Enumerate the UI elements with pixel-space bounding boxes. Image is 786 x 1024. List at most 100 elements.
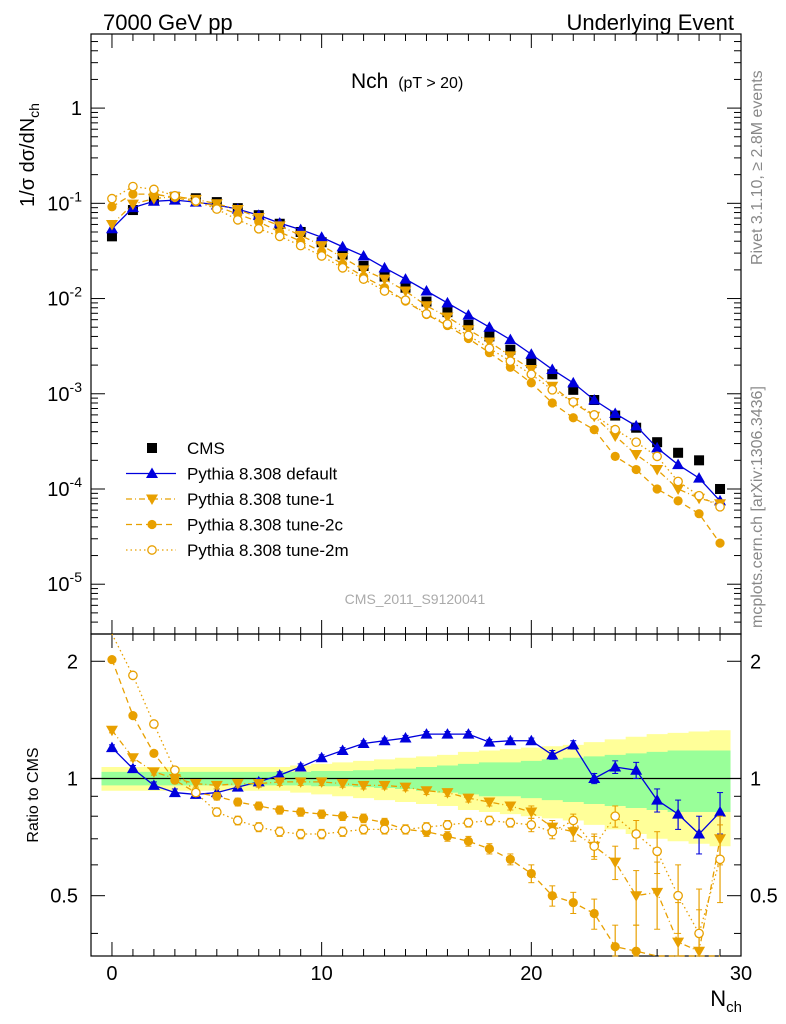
ratio-y-tick-label-right: 0.5 bbox=[750, 886, 778, 908]
data-point-tune2m bbox=[232, 215, 243, 225]
legend-label: CMS bbox=[187, 439, 225, 458]
data-point-tune2m bbox=[128, 181, 138, 192]
ratio-y-tick-label: 1 bbox=[67, 768, 78, 790]
ratio-point-default bbox=[336, 744, 349, 755]
ratio-point-default bbox=[315, 751, 328, 763]
y-tick-label-exp: -1 bbox=[70, 188, 83, 204]
x-tick-label: 0 bbox=[106, 963, 117, 985]
data-point-tune2m bbox=[715, 501, 725, 512]
data-point-cms bbox=[547, 369, 558, 380]
data-point-tune2m bbox=[694, 490, 704, 501]
header-left: 7000 GeV pp bbox=[103, 10, 233, 35]
ratio-point-tune2m bbox=[190, 787, 201, 798]
ratio-point-tune1 bbox=[105, 725, 118, 737]
ratio-point-tune2m bbox=[379, 824, 390, 835]
data-point-tune2m bbox=[316, 251, 327, 261]
ratio-point-default bbox=[420, 728, 433, 739]
ratio-point-default bbox=[651, 794, 664, 805]
ratio-point-default bbox=[273, 769, 286, 780]
data-point-default bbox=[651, 441, 664, 453]
data-point-tune2c bbox=[715, 538, 725, 548]
data-point-default bbox=[588, 394, 601, 405]
main-ylabel-sub: ch bbox=[26, 103, 42, 118]
ratio-point-default bbox=[525, 734, 538, 746]
ratio-y-tick-label: 2 bbox=[67, 651, 78, 673]
data-point-tune1 bbox=[273, 221, 286, 232]
data-point-tune2m bbox=[610, 424, 621, 435]
data-point-default bbox=[483, 321, 496, 332]
data-point-tune2c bbox=[547, 398, 557, 408]
legend-label: Pythia 8.308 default bbox=[187, 465, 338, 484]
data-point-cms bbox=[526, 358, 537, 369]
legend-marker bbox=[147, 545, 157, 555]
ratio-point-tune1 bbox=[525, 807, 538, 819]
ratio-point-tune2c bbox=[128, 711, 138, 721]
legend-marker bbox=[146, 467, 158, 478]
ratio-point-tune1 bbox=[672, 937, 685, 949]
legend-item-cms: CMS bbox=[147, 439, 225, 458]
ratio-point-tune2m bbox=[652, 846, 662, 857]
x-tick-label: 30 bbox=[730, 963, 752, 985]
y-tick-label: 10-3 bbox=[47, 379, 82, 406]
data-point-tune1 bbox=[672, 484, 685, 495]
data-point-default bbox=[315, 231, 328, 242]
data-point-tune2m bbox=[107, 193, 117, 204]
ratio-point-tune2m bbox=[589, 841, 600, 852]
ratio-point-tune2m bbox=[673, 890, 683, 901]
ratio-point-tune2c bbox=[212, 791, 222, 801]
ratio-point-tune2c bbox=[484, 844, 494, 854]
ratio-point-tune1 bbox=[609, 857, 622, 869]
main-axis-ticks: 10-5 10-4 10-3 10-2 10-1 1 bbox=[47, 33, 742, 635]
data-point-tune2m bbox=[358, 274, 369, 284]
data-point-default bbox=[693, 472, 706, 483]
data-point-tune1 bbox=[630, 450, 643, 461]
legend-item-tune1: Pythia 8.308 tune-1 bbox=[126, 490, 334, 509]
data-point-tune2m bbox=[421, 309, 432, 319]
ratio-point-tune1 bbox=[231, 779, 244, 790]
data-point-cms bbox=[715, 483, 726, 494]
plot-title-main: Nch bbox=[351, 70, 388, 93]
ratio-point-tune2m bbox=[400, 824, 411, 835]
ratio-point-tune1 bbox=[504, 801, 517, 812]
data-point-default bbox=[462, 309, 475, 320]
ratio-point-default bbox=[378, 734, 391, 746]
ratio-point-tune1 bbox=[252, 779, 265, 790]
ratio-point-tune2c bbox=[233, 797, 243, 807]
ratio-point-default bbox=[672, 808, 685, 819]
band-inner bbox=[101, 750, 731, 813]
ratio-point-default bbox=[462, 728, 475, 739]
ratio-point-tune1 bbox=[567, 827, 580, 838]
data-point-tune2c bbox=[673, 496, 683, 506]
data-point-tune2c bbox=[610, 451, 620, 461]
ratio-point-default bbox=[168, 786, 181, 798]
legend-label: Pythia 8.308 tune-1 bbox=[187, 490, 334, 509]
ratio-point-tune2m bbox=[149, 719, 159, 729]
data-point-tune1 bbox=[462, 325, 475, 336]
data-point-tune2m bbox=[589, 410, 600, 420]
ratio-ylabel: Ratio to CMS bbox=[25, 747, 42, 842]
ratio-point-tune1 bbox=[462, 793, 475, 805]
data-point-tune2c bbox=[694, 509, 704, 519]
legend-marker bbox=[147, 443, 157, 453]
ratio-point-tune1 bbox=[357, 780, 370, 792]
data-point-default bbox=[609, 407, 622, 419]
ratio-point-tune2m bbox=[337, 826, 348, 837]
ratio-point-tune2m bbox=[253, 822, 264, 832]
ratio-point-tune2m bbox=[316, 829, 327, 839]
legend-item-tune2m: Pythia 8.308 tune-2m bbox=[126, 541, 349, 560]
ratio-point-tune2c bbox=[610, 942, 620, 952]
data-point-tune2m bbox=[274, 231, 285, 242]
ratio-point-default bbox=[714, 806, 727, 817]
ratio-point-tune2c bbox=[338, 811, 348, 821]
data-point-default bbox=[546, 363, 559, 374]
data-point-default bbox=[420, 285, 433, 296]
data-point-tune1 bbox=[126, 199, 139, 211]
ratio-point-tune2m bbox=[505, 817, 516, 828]
y-tick-label: 10-5 bbox=[47, 569, 82, 596]
ratio-point-tune2m bbox=[715, 854, 725, 865]
ratio-point-tune2c bbox=[589, 908, 599, 919]
ratio-point-tune2c bbox=[463, 836, 474, 846]
data-point-tune2c bbox=[652, 484, 662, 494]
legend-item-tune2c: Pythia 8.308 tune-2c bbox=[126, 516, 343, 535]
ratio-point-tune2m bbox=[128, 670, 138, 681]
